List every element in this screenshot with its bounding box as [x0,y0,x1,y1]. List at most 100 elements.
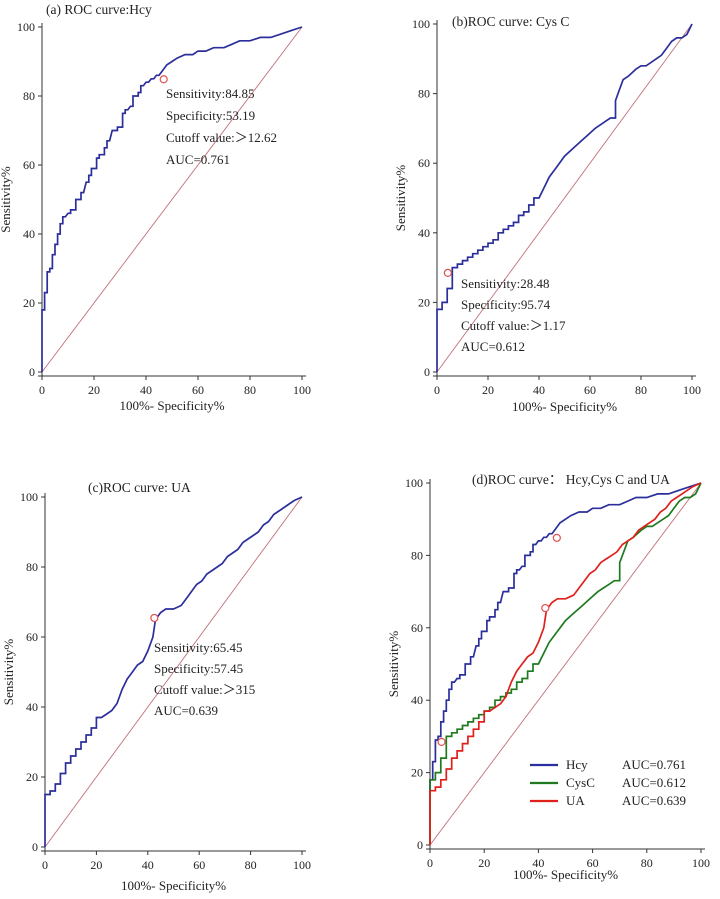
y-tick-label: 100 [17,20,35,34]
chart-title: (a) ROC curve:Hcy [46,2,152,17]
y-tick-label: 60 [23,158,35,172]
chart-title: (b)ROC curve: Cys C [452,14,569,29]
x-tick-label: 60 [587,856,599,870]
x-tick-label: 0 [39,383,45,397]
y-axis-label: Sensitivity% [386,631,401,698]
x-axis-label: 100%- Specificity% [119,398,224,413]
y-tick-label: 0 [417,838,423,852]
legend-entry-name: Hcy [566,757,588,772]
x-tick-label: 20 [478,856,490,870]
y-tick-label: 40 [411,693,423,707]
x-tick-label: 100 [683,383,701,397]
x-tick-label: 20 [90,858,102,872]
x-tick-label: 100 [692,856,710,870]
y-tick-label: 100 [412,17,430,31]
chart-panel-1: 0 20 40 60 80 100 0 20 40 60 80 100 Sensitivity% 100%… [393,14,701,414]
cutoff-point-marker [150,613,159,623]
chart-title: (d)ROC curve： Hcy,Cys C and UA [472,472,670,487]
x-tick-label: 20 [88,383,100,397]
x-tick-label: 100 [293,383,311,397]
annotation-line: Specificity:57.45 [154,661,243,676]
x-tick-label: 0 [434,383,440,397]
y-axis-label: Sensitivity% [393,165,408,232]
legend-entry-auc: AUC=0.612 [622,775,686,790]
x-tick-label: 100 [293,858,311,872]
x-axis-label: 100%- Specificity% [512,399,617,414]
annotation-line: AUC=0.612 [461,339,525,354]
roc-curve-ua [429,482,702,845]
y-tick-label: 60 [418,156,430,170]
annotation-line: Sensitivity:65.45 [154,640,242,655]
reference-diagonal-line [41,26,303,373]
y-tick-label: 60 [411,621,423,635]
y-tick-label: 80 [26,560,38,574]
annotation-line: Sensitivity:84.85 [166,86,254,101]
y-tick-label: 40 [418,226,430,240]
y-axis-label: Sensitivity% [1,639,16,706]
chart-panel-2: 0 20 40 60 80 100 0 20 40 60 80 100 Sensitivity% 100%… [1,480,311,893]
x-tick-label: 20 [482,383,494,397]
y-tick-label: 80 [418,87,430,101]
x-tick-label: 80 [641,856,653,870]
y-tick-label: 20 [411,766,423,780]
roc-curve-hcy [429,482,702,845]
annotation-line: Cutoff value:＞12.62 [166,130,277,145]
x-tick-label: 60 [192,383,204,397]
chart-panel-3: 0 20 40 60 80 100 0 20 40 60 80 100 Sensitivity% 100%… [386,472,710,882]
x-tick-label: 80 [245,858,257,872]
legend: Hcy AUC=0.761 CysC AUC=0.612 UA AUC=0.639 [530,757,686,808]
cutoff-point-marker [159,75,168,84]
y-tick-label: 40 [26,700,38,714]
y-tick-label: 60 [26,630,38,644]
chart-title: (c)ROC curve: UA [88,480,191,495]
legend-entry-auc: AUC=0.761 [622,757,686,772]
annotation-line: Specificity:53.19 [166,108,255,123]
x-tick-label: 80 [635,383,647,397]
x-tick-label: 60 [193,858,205,872]
y-tick-label: 100 [405,476,423,490]
y-axis-label: Sensitivity% [0,166,13,233]
cutoff-point-marker [552,533,561,542]
annotation-line: AUC=0.639 [154,703,218,718]
reference-diagonal-line [429,482,702,846]
y-tick-label: 100 [20,490,38,504]
cutoff-point-marker [437,737,446,747]
reference-diagonal-line [44,496,303,848]
reference-diagonal-line [436,23,693,373]
x-axis-label: 100%- Specificity% [121,878,226,893]
x-tick-label: 40 [533,383,545,397]
x-tick-label: 40 [142,858,154,872]
x-tick-label: 40 [140,383,152,397]
y-tick-label: 40 [23,227,35,241]
x-tick-label: 0 [42,858,48,872]
cutoff-point-marker [443,268,452,277]
y-tick-label: 80 [23,89,35,103]
cutoff-point-marker [541,603,550,613]
y-tick-label: 0 [424,365,430,379]
x-tick-label: 80 [244,383,256,397]
legend-entry-name: UA [566,793,585,808]
annotation-line: Sensitivity:28.48 [461,276,549,291]
legend-entry-name: CysC [566,775,595,790]
roc-curve-hcy [41,26,303,372]
annotation-line: Cutoff value:＞315 [154,682,255,697]
roc-curve-ua [44,496,303,847]
y-tick-label: 80 [411,548,423,562]
chart-panel-0: 0 20 40 60 80 100 0 20 40 60 80 100 Sensitivity% 100%… [0,2,311,413]
y-tick-label: 0 [29,365,35,379]
roc-curve-cysc [429,482,702,845]
annotation-line: Specificity:95.74 [461,297,551,312]
x-tick-label: 40 [532,856,544,870]
x-axis-label: 100%- Specificity% [513,867,618,882]
y-tick-label: 20 [418,295,430,309]
roc-curve-cys-c [436,23,693,372]
y-tick-label: 20 [23,296,35,310]
y-tick-label: 20 [26,770,38,784]
legend-entry-auc: AUC=0.639 [622,793,686,808]
annotation-line: AUC=0.761 [166,152,230,167]
x-tick-label: 0 [427,856,433,870]
x-tick-label: 60 [584,383,596,397]
y-tick-label: 0 [32,840,38,854]
annotation-line: Cutoff value:＞1.17 [461,318,566,333]
